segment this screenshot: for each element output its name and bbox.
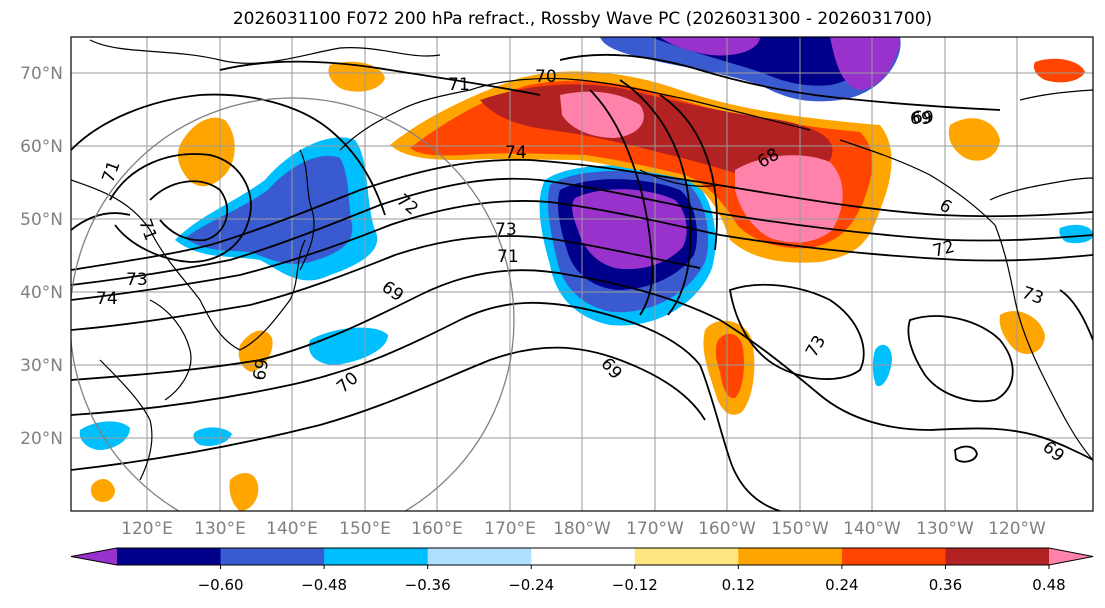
lon-label: 150°E [339,519,391,539]
contour-label: 69 [910,109,932,129]
lat-label: 60°N [20,137,63,157]
lon-label: 150°W [771,519,829,539]
negative-anomaly-e2 [1059,224,1093,244]
positive-anomaly-bottom [229,473,259,511]
contour-label: 74 [96,289,118,309]
negative-anomaly-sw [79,421,130,450]
colorbar-segment [841,548,946,565]
graticule [71,37,1093,511]
coastlines [71,39,1093,481]
colorbar-tick-label: −0.36 [405,576,451,594]
contour-label: 74 [505,143,527,163]
colorbar-segment [117,548,222,565]
positive-anomaly-east [999,311,1045,355]
lon-label: 140°W [843,519,901,539]
lat-label: 40°N [20,283,63,303]
colorbar-segment [738,548,843,565]
lon-label: 120°W [988,519,1046,539]
colorbar-tick-label: 0.48 [1032,576,1065,594]
positive-anomaly-north-pink [560,91,644,138]
contour-label: 73 [126,270,148,290]
positive-anomaly-topleft [328,61,385,92]
lon-label: 170°E [484,519,536,539]
latitude-labels: 70°N 60°N 50°N 40°N 30°N 20°N [20,64,63,449]
positive-anomaly-ne [948,118,1000,161]
contour-label: 69 [912,108,934,128]
colorbar-outline [70,547,1094,566]
colorbar-extend-max [1049,548,1093,565]
colorbar-segment [945,548,1050,565]
colorbar-tick-label: −0.12 [612,576,658,594]
lat-label: 70°N [20,64,63,84]
contour-label: 71 [448,75,470,95]
lon-label: 130°W [916,519,974,539]
colorbar-segment [220,548,325,565]
positive-anomaly-topright [1033,58,1085,83]
lon-label: 160°E [411,519,463,539]
contour-label: 70 [535,67,557,87]
colorbar-segment [324,548,429,565]
lon-label: 170°W [626,519,684,539]
lat-label: 30°N [20,356,63,376]
positive-anomaly-scsea [90,478,115,502]
negative-anomaly-arctic-core [660,37,760,56]
colorbar-tick-label: −0.24 [508,576,554,594]
lon-label: 140°E [266,519,318,539]
colorbar-tick-label: 0.12 [722,576,755,594]
reference-circle [71,97,515,511]
lon-label: 120°E [121,519,173,539]
negative-anomaly-west-mid [185,155,353,264]
positive-anomaly-south-red [715,333,745,399]
colorbar-extend-min [71,548,117,565]
contour-label: 71 [497,247,519,267]
map-frame [70,36,1094,512]
colorbar: −0.60 −0.48 −0.36 −0.24 −0.12 0.12 0.24 0.36 0.4… [70,547,1094,594]
shading-layer [79,37,1093,511]
colorbar-segment [427,548,532,565]
colorbar-segment [531,548,636,565]
positive-anomaly-nw [177,117,235,187]
colorbar-tick-label: 0.36 [929,576,962,594]
colorbar-tick-label: 0.24 [825,576,858,594]
negative-anomaly-arctic-core2 [830,37,900,90]
lat-label: 20°N [20,429,63,449]
colorbar-tick-label: −0.60 [198,576,244,594]
negative-anomaly-s [193,427,232,446]
colorbar-tick-label: −0.48 [301,576,347,594]
lon-label: 130°E [194,519,246,539]
lon-label: 160°W [698,519,756,539]
contour-label: 73 [495,220,517,240]
lat-label: 50°N [20,210,63,230]
contour-label: 69 [250,357,273,382]
height-contours [71,53,1093,511]
lon-label: 180°W [553,519,611,539]
colorbar-segment [634,548,739,565]
map-title: 2026031100 F072 200 hPa refract., Rossby… [232,9,933,29]
longitude-labels: 120°E 130°E 140°E 150°E 160°E 170°E 180°… [121,519,1046,539]
